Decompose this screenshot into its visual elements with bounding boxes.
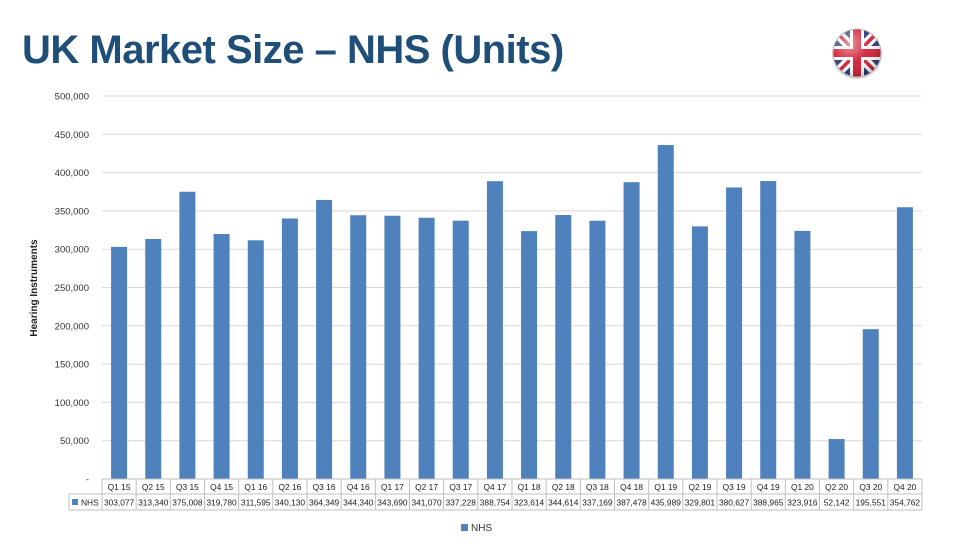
y-tick-label: 50,000 [60,436,89,447]
table-series-swatch [72,499,78,505]
gridlines [102,95,922,442]
x-tick-label: Q4 20 [894,482,917,492]
bar [657,145,674,480]
x-tick-label: Q1 20 [791,482,814,492]
data-label: 337,228 [446,498,477,508]
bar [179,191,196,479]
bar [589,220,606,479]
data-label: 388,754 [480,498,511,508]
y-tick-label: 250,000 [55,283,89,294]
bar [760,181,777,480]
x-tick-label: Q3 15 [176,482,199,492]
x-tick-label: Q2 17 [415,482,438,492]
data-label: 323,614 [514,498,545,508]
data-label: 303,077 [104,498,135,508]
y-axis-label: Hearing Instruments [29,239,40,337]
legend-swatch [461,524,468,531]
x-tick-label: Q3 20 [859,482,882,492]
data-label: 319,780 [206,498,237,508]
data-label: 344,340 [343,498,374,508]
y-tick-label: 300,000 [55,245,89,256]
bar [623,182,640,480]
bar [896,207,913,479]
x-tick-label: Q3 18 [586,482,609,492]
data-label: 380,627 [719,498,750,508]
bar [350,215,367,479]
y-tick-label: 500,000 [55,92,89,103]
bar [418,217,435,479]
x-tick-label: Q1 15 [108,482,131,492]
y-tick-label: 350,000 [55,206,89,217]
bar [316,199,333,479]
data-table: Q1 15 Q2 15 Q3 15 Q4 15 Q1 16 Q2 16 Q3 16 Q4 16… [68,478,923,511]
x-tick-label: Q4 19 [757,482,780,492]
x-tick-label: Q4 16 [347,482,370,492]
y-axis-ticks: - 50,000 100,000 150,000 200,000 250,000 300,0… [55,92,89,486]
slide-title: UK Market Size – NHS (Units) [22,28,564,72]
bar [521,231,538,479]
data-label: 354,762 [890,498,921,508]
bar [862,329,879,479]
data-label: 364,349 [309,498,340,508]
y-tick-label: 400,000 [55,168,89,179]
x-tick-label: Q2 19 [689,482,712,492]
data-label: 329,801 [685,498,716,508]
bar [213,234,230,479]
data-label: 375,008 [172,498,203,508]
data-label: 435,989 [651,498,682,508]
bar [555,215,572,479]
x-tick-label: Q2 15 [142,482,165,492]
bar [486,181,503,480]
x-tick-label: Q1 18 [518,482,541,492]
x-tick-label: Q3 19 [723,482,746,492]
bar [281,218,298,479]
x-tick-label: Q4 15 [210,482,233,492]
x-tick-label: Q2 20 [825,482,848,492]
x-tick-label: Q1 17 [381,482,404,492]
data-label: 344,614 [548,498,579,508]
table-series-name: NHS [81,498,99,508]
bar [452,220,469,479]
data-label: 343,690 [377,498,408,508]
data-label: 388,965 [753,498,784,508]
bars [111,145,913,480]
legend-label: NHS [471,523,492,534]
legend: NHS [461,523,492,534]
data-label: 311,595 [241,498,271,508]
bar [384,215,401,479]
data-label: 341,070 [411,498,442,508]
bar [726,187,743,480]
y-tick-label: 200,000 [55,321,89,332]
y-tick-label: - [86,475,89,486]
bar [247,240,264,479]
data-label: 323,916 [787,498,818,508]
x-tick-label: Q1 19 [654,482,677,492]
data-label: 195,551 [856,498,887,508]
bar [145,238,162,479]
data-label: 387,478 [616,498,647,508]
y-tick-label: 450,000 [55,130,89,141]
data-label: 313,340 [138,498,169,508]
bar [691,226,708,479]
data-label: 340,130 [275,498,306,508]
y-tick-label: 150,000 [55,360,89,371]
x-tick-label: Q2 16 [279,482,302,492]
x-tick-label: Q3 17 [449,482,472,492]
bar [828,439,845,479]
bar [111,246,128,479]
x-tick-label: Q4 18 [620,482,643,492]
x-tick-label: Q1 16 [244,482,267,492]
x-tick-label: Q4 17 [484,482,507,492]
data-label: 337,169 [582,498,613,508]
x-tick-label: Q2 18 [552,482,575,492]
uk-flag-icon [830,26,884,80]
bar [794,230,811,479]
y-tick-label: 100,000 [55,398,89,409]
x-tick-label: Q3 16 [313,482,336,492]
data-label: 52,142 [824,498,850,508]
